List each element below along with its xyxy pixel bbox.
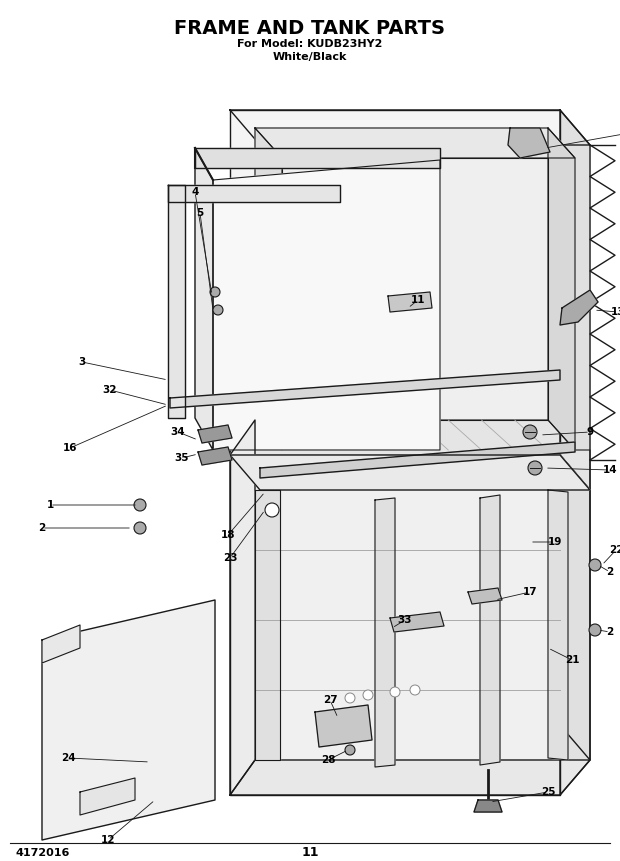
Text: 24: 24 (61, 753, 75, 763)
Polygon shape (198, 425, 232, 443)
Text: 11: 11 (301, 846, 319, 859)
Text: 21: 21 (565, 655, 579, 665)
Circle shape (410, 685, 420, 695)
Polygon shape (560, 290, 598, 325)
Polygon shape (230, 110, 560, 455)
Text: 32: 32 (103, 385, 117, 395)
Circle shape (265, 503, 279, 517)
Text: 12: 12 (100, 835, 115, 845)
Text: 14: 14 (603, 465, 618, 475)
Circle shape (589, 624, 601, 636)
Text: For Model: KUDB23HY2: For Model: KUDB23HY2 (237, 39, 383, 49)
Polygon shape (480, 495, 500, 765)
Text: FRAME AND TANK PARTS: FRAME AND TANK PARTS (174, 18, 446, 38)
Text: 9: 9 (587, 427, 593, 437)
Text: 27: 27 (322, 695, 337, 705)
Polygon shape (230, 455, 590, 490)
Polygon shape (230, 420, 255, 795)
Polygon shape (560, 110, 590, 490)
Polygon shape (260, 442, 575, 478)
Text: 4172016: 4172016 (15, 848, 69, 858)
Polygon shape (230, 760, 590, 795)
Polygon shape (388, 292, 432, 312)
Circle shape (134, 499, 146, 511)
Polygon shape (42, 600, 215, 840)
Circle shape (363, 690, 373, 700)
Text: 17: 17 (523, 587, 538, 597)
Text: 2: 2 (606, 567, 614, 577)
Text: 16: 16 (63, 443, 78, 453)
Polygon shape (80, 778, 135, 815)
Polygon shape (230, 455, 560, 795)
Circle shape (345, 745, 355, 755)
Circle shape (528, 461, 542, 475)
Polygon shape (195, 148, 213, 450)
Polygon shape (375, 498, 395, 767)
Text: 11: 11 (410, 295, 425, 305)
Circle shape (523, 425, 537, 439)
Polygon shape (255, 490, 280, 760)
Polygon shape (560, 455, 590, 795)
Polygon shape (474, 800, 502, 812)
Polygon shape (255, 128, 575, 158)
Polygon shape (230, 420, 590, 490)
Circle shape (390, 687, 400, 697)
Polygon shape (195, 148, 440, 168)
Polygon shape (548, 128, 575, 450)
Polygon shape (548, 490, 568, 760)
Polygon shape (168, 185, 185, 418)
Circle shape (210, 287, 220, 297)
Circle shape (134, 522, 146, 534)
Text: 28: 28 (321, 755, 335, 765)
Text: 3: 3 (78, 357, 86, 367)
Text: 13: 13 (611, 307, 620, 317)
Polygon shape (282, 158, 548, 420)
Text: 18: 18 (221, 530, 235, 540)
Text: 1: 1 (46, 500, 53, 510)
Polygon shape (42, 625, 80, 663)
Text: 2: 2 (38, 523, 46, 533)
Text: 2: 2 (606, 627, 614, 637)
Polygon shape (170, 370, 560, 408)
Polygon shape (508, 128, 550, 158)
Polygon shape (198, 447, 232, 465)
Text: 4: 4 (192, 187, 198, 197)
Polygon shape (560, 455, 590, 760)
Circle shape (589, 559, 601, 571)
Polygon shape (390, 612, 444, 632)
Polygon shape (168, 185, 340, 202)
Polygon shape (230, 110, 590, 145)
Text: 5: 5 (197, 208, 203, 218)
Polygon shape (468, 588, 502, 604)
Circle shape (345, 693, 355, 703)
Text: 19: 19 (548, 537, 562, 547)
Circle shape (213, 305, 223, 315)
Polygon shape (255, 128, 282, 450)
Polygon shape (213, 160, 440, 450)
Text: 22: 22 (609, 545, 620, 555)
Polygon shape (315, 705, 372, 747)
Text: 33: 33 (398, 615, 412, 625)
Text: White/Black: White/Black (273, 52, 347, 62)
Text: 23: 23 (223, 553, 237, 563)
Text: 34: 34 (170, 427, 185, 437)
Text: 25: 25 (541, 787, 556, 797)
Text: 35: 35 (175, 453, 189, 463)
